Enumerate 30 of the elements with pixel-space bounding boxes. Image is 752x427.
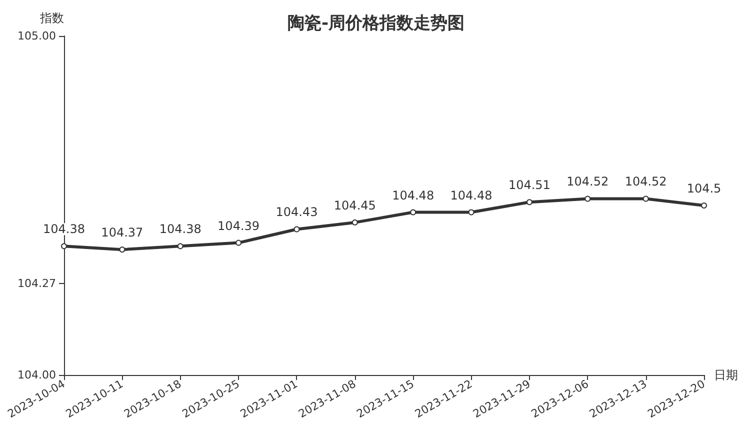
data-label: 104.43 xyxy=(276,205,318,220)
point xyxy=(177,243,184,250)
data-label: 104.38 xyxy=(43,222,85,236)
data-label: 104.51 xyxy=(508,178,550,192)
point xyxy=(642,196,649,202)
chart-title: 陶瓷-周价格指数走势图 xyxy=(287,14,465,34)
point xyxy=(526,199,532,206)
point xyxy=(119,246,126,253)
data-label: 104.52 xyxy=(624,174,667,189)
point xyxy=(236,240,242,246)
y-tick-label: 104.00 xyxy=(18,368,56,382)
point xyxy=(584,196,591,202)
data-label: 104.39 xyxy=(218,218,260,233)
data-label: 104.5 xyxy=(686,182,722,196)
data-label: 104.48 xyxy=(450,188,492,202)
data-label: 104.45 xyxy=(334,198,376,212)
y-tick-label: 104.27 xyxy=(18,276,56,290)
data-label: 104.52 xyxy=(566,174,609,189)
point xyxy=(352,219,358,226)
data-label: 104.38 xyxy=(159,222,202,236)
data-label: 104.48 xyxy=(392,188,434,202)
point xyxy=(61,243,67,250)
y-axis-title: 指数 xyxy=(39,11,64,25)
data-label: 104.37 xyxy=(101,226,144,240)
point xyxy=(294,226,300,232)
point xyxy=(410,209,416,216)
point xyxy=(701,202,707,208)
y-tick-label: 105.00 xyxy=(18,30,56,42)
point xyxy=(468,209,474,216)
x-axis-title: 日期 xyxy=(714,368,738,382)
